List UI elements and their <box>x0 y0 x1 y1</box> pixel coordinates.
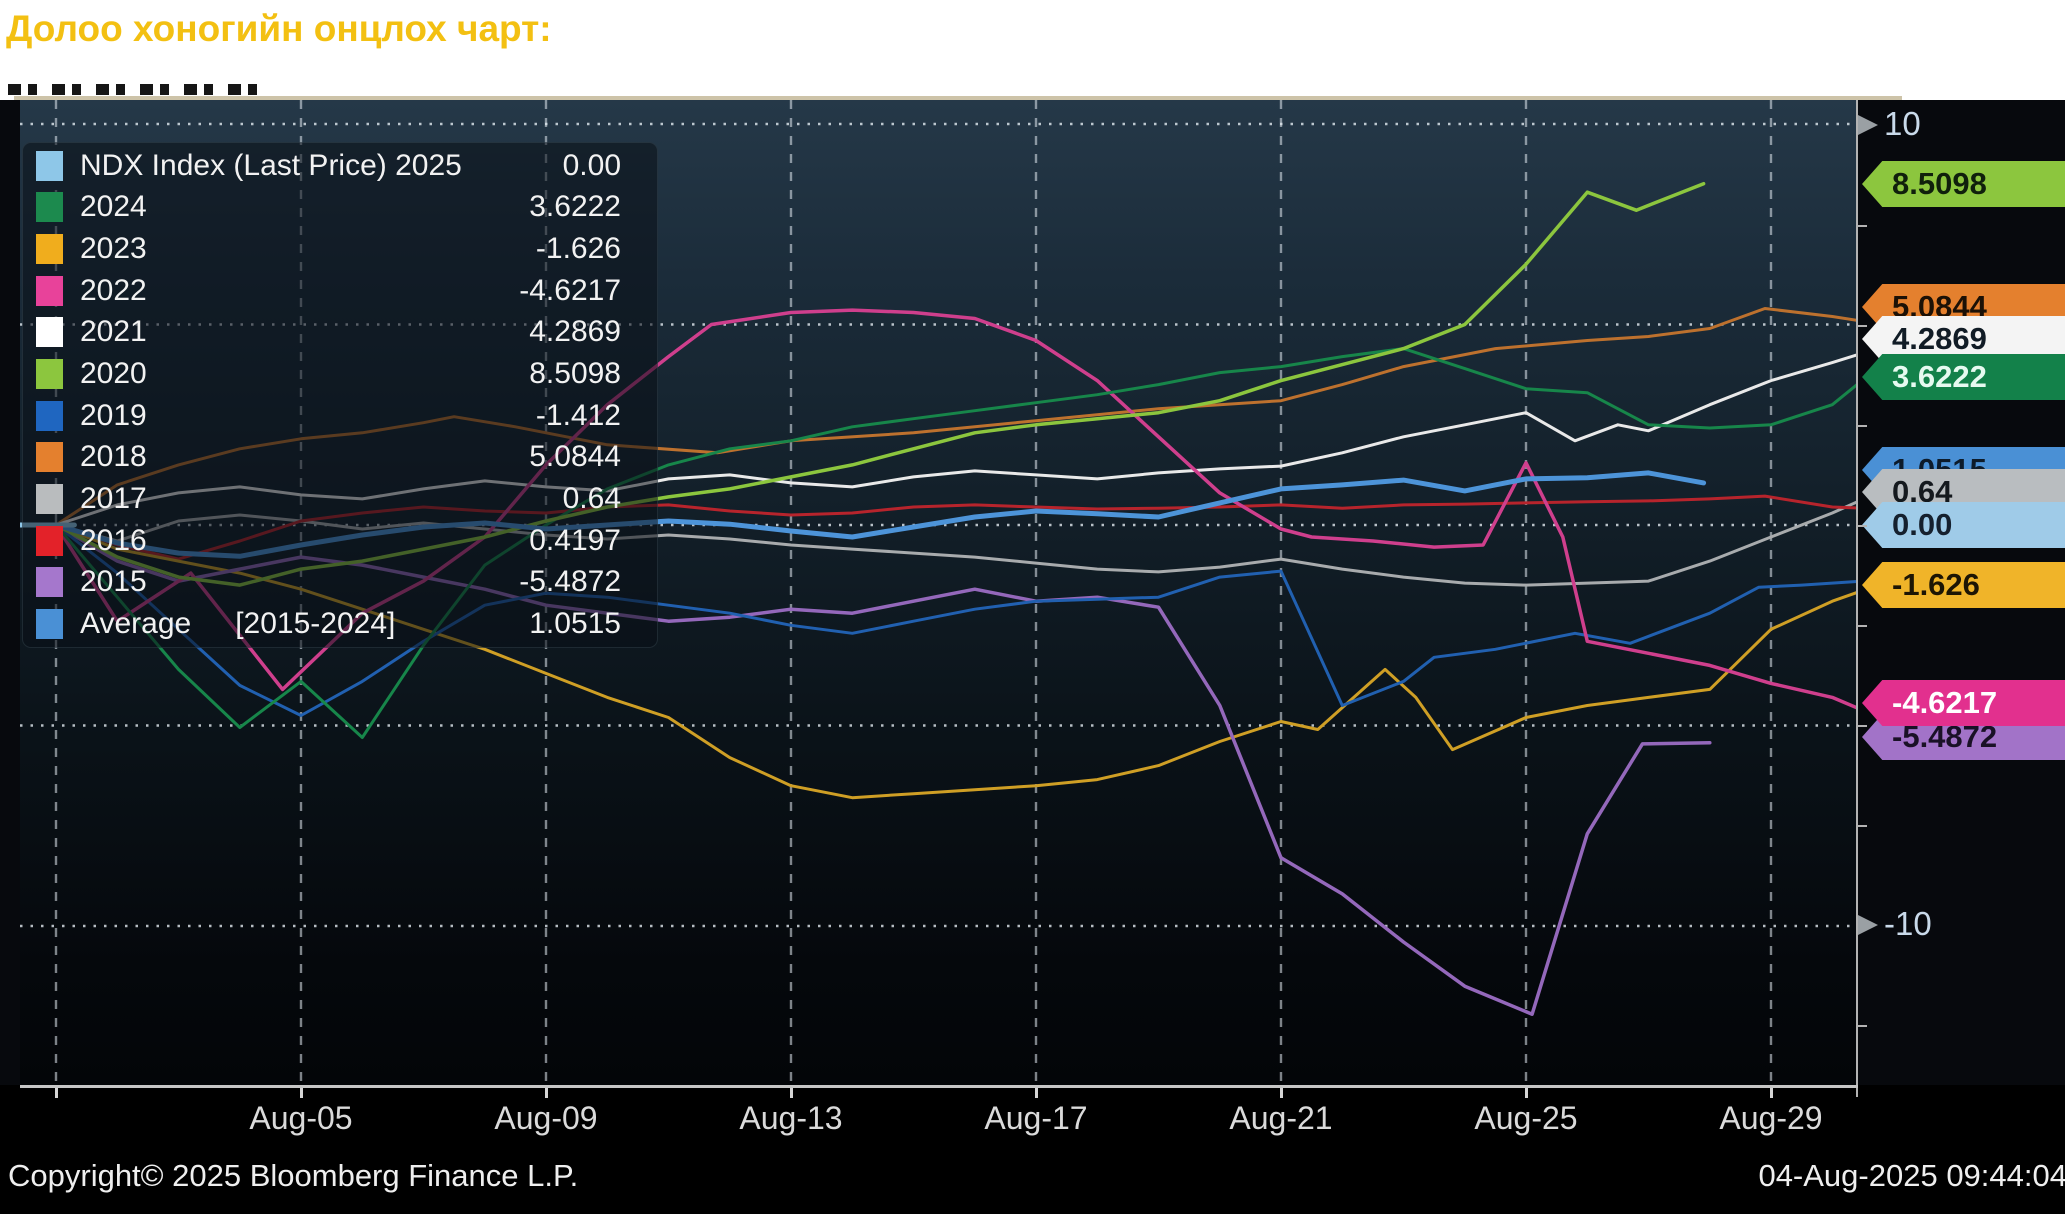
legend-swatch-2015 <box>36 567 63 598</box>
legend-swatch-2020 <box>36 359 63 390</box>
legend-item-2018[interactable]: 2018 5.0844 <box>23 437 657 477</box>
legend-value: 0.64 <box>562 482 621 516</box>
y-tick <box>1858 325 1867 327</box>
x-tick <box>545 1088 548 1098</box>
x-tick <box>55 1088 58 1098</box>
series-line-2019 <box>20 523 1858 717</box>
legend-swatch-2022 <box>36 275 63 306</box>
legend-swatch-2021 <box>36 317 63 348</box>
y-tick <box>1858 225 1867 227</box>
y-tick <box>1858 825 1867 827</box>
legend-label: 2022 <box>80 273 147 307</box>
bottom-bar <box>0 1085 2065 1214</box>
legend-swatch-2018 <box>36 442 63 473</box>
x-tick <box>1280 1088 1283 1098</box>
y-tick <box>1858 425 1867 427</box>
legend-item-ndx-2025[interactable]: NDX Index (Last Price) 2025 0.00 <box>23 146 657 186</box>
legend-value: 4.2869 <box>529 315 621 349</box>
legend-swatch-2016 <box>36 525 63 556</box>
legend-item-2022[interactable]: 2022 -4.6217 <box>23 271 657 311</box>
legend-swatch-2023 <box>36 234 63 265</box>
y-axis-arrow-top-icon <box>1858 115 1878 135</box>
y-tick <box>1858 625 1867 627</box>
legend-swatch-2019 <box>36 400 63 431</box>
chart-top-border <box>14 96 1902 100</box>
chart-legend: NDX Index (Last Price) 2025 0.00 2024 3.622… <box>22 142 658 648</box>
legend-item-2020[interactable]: 2020 8.5098 <box>23 354 657 394</box>
legend-item-2017[interactable]: 2017 0.64 <box>23 479 657 519</box>
legend-value: 3.6222 <box>529 190 621 224</box>
cropped-text-artifact <box>8 84 260 95</box>
legend-value: 0.00 <box>562 148 621 182</box>
x-tick <box>1525 1088 1528 1098</box>
x-axis-label-Aug-09: Aug-09 <box>494 1100 598 1136</box>
y-tick <box>1858 1025 1867 1027</box>
legend-swatch-2017 <box>36 484 63 515</box>
x-tick <box>790 1088 793 1098</box>
y-axis-arrow-bottom-icon <box>1858 915 1878 935</box>
legend-item-2024[interactable]: 2024 3.6222 <box>23 187 657 227</box>
y-axis-label-bottom: -10 <box>1884 905 1932 942</box>
price-tag-8.5098: 8.5098 <box>1862 161 2065 207</box>
y-tick <box>1858 725 1867 727</box>
legend-label: 2018 <box>80 440 147 474</box>
footer-copyright: Copyright© 2025 Bloomberg Finance L.P. <box>8 1158 579 1193</box>
legend-label-range: [2015-2024] <box>235 607 396 641</box>
legend-label: 2024 <box>80 190 147 224</box>
legend-label: NDX Index (Last Price) 2025 <box>80 148 462 182</box>
legend-label: 2016 <box>80 523 147 557</box>
legend-label: 2015 <box>80 565 147 599</box>
legend-value: 1.0515 <box>529 607 621 641</box>
price-tag--1.626: -1.626 <box>1862 562 2065 608</box>
legend-label: 2021 <box>80 315 147 349</box>
footer-datetime: 04-Aug-2025 09:44:04 <box>1758 1158 2065 1193</box>
legend-label: 2017 <box>80 482 147 516</box>
legend-item-2021[interactable]: 2021 4.2869 <box>23 312 657 352</box>
legend-item-2023[interactable]: 2023 -1.626 <box>23 229 657 269</box>
x-tick <box>1770 1088 1773 1098</box>
x-tick <box>300 1088 303 1098</box>
legend-swatch-2024 <box>36 192 63 223</box>
legend-value: -4.6217 <box>519 273 621 307</box>
x-axis-label-Aug-29: Aug-29 <box>1719 1100 1823 1136</box>
y-axis-label-top: 10 <box>1884 105 1921 142</box>
x-axis-label-Aug-05: Aug-05 <box>249 1100 353 1136</box>
legend-item-2015[interactable]: 2015 -5.4872 <box>23 562 657 602</box>
legend-swatch-ndx-2025 <box>36 150 63 181</box>
title-bar: Долоо хоногийн онцлох чарт: <box>0 0 2065 96</box>
page-title: Долоо хоногийн онцлох чарт: <box>6 8 552 49</box>
price-tag-0.00: 0.00 <box>1862 502 2065 548</box>
legend-value: 5.0844 <box>529 440 621 474</box>
legend-label: 2020 <box>80 357 147 391</box>
legend-value: -5.4872 <box>519 565 621 599</box>
legend-item-2016[interactable]: 2016 0.4197 <box>23 521 657 561</box>
legend-label: 2019 <box>80 398 147 432</box>
price-tag--4.6217: -4.6217 <box>1862 680 2065 726</box>
y-axis-line <box>1856 100 1858 1097</box>
series-line-2024 <box>20 347 1858 739</box>
x-tick <box>1035 1088 1038 1098</box>
price-tag-3.6222: 3.6222 <box>1862 354 2065 400</box>
legend-value: -1.626 <box>535 232 621 266</box>
x-axis-line <box>20 1085 1858 1088</box>
legend-label: 2023 <box>80 232 147 266</box>
legend-value: -1.412 <box>535 398 621 432</box>
legend-value: 0.4197 <box>529 523 621 557</box>
legend-label: Average <box>80 607 192 641</box>
x-axis-label-Aug-17: Aug-17 <box>984 1100 1088 1136</box>
y-tick <box>1858 525 1867 527</box>
x-axis-label-Aug-13: Aug-13 <box>739 1100 843 1136</box>
legend-item-average[interactable]: Average [2015-2024] 1.0515 <box>23 604 657 644</box>
legend-item-2019[interactable]: 2019 -1.412 <box>23 396 657 436</box>
x-axis-label-Aug-25: Aug-25 <box>1474 1100 1578 1136</box>
x-axis-label-Aug-21: Aug-21 <box>1229 1100 1333 1136</box>
legend-swatch-average <box>36 609 63 640</box>
legend-value: 8.5098 <box>529 357 621 391</box>
